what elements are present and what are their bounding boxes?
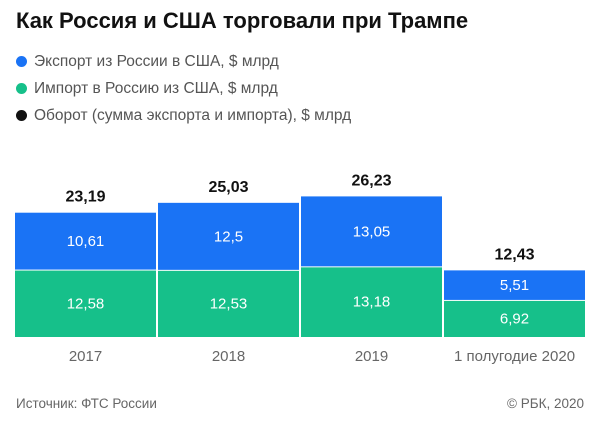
- bar-value-label-export: 12,5: [214, 228, 243, 245]
- turnover-total-label: 12,43: [494, 246, 534, 263]
- bar-value-label-import: 12,53: [210, 295, 248, 312]
- bar-import: [15, 269, 156, 337]
- bar-export: [158, 202, 299, 270]
- bar-export: [301, 196, 442, 267]
- legend-item-turnover: Оборот (сумма экспорта и импорта), $ млр…: [16, 102, 351, 129]
- legend-label-turnover: Оборот (сумма экспорта и импорта), $ млр…: [34, 106, 352, 124]
- bar-value-label-export: 10,61: [67, 233, 105, 250]
- legend-dot-export-icon: [16, 56, 27, 67]
- legend-label-import: Импорт в Россию из США, $ млрд: [34, 79, 278, 97]
- category-label: 2018: [212, 348, 245, 365]
- category-label: 2017: [69, 348, 102, 365]
- legend: Экспорт из России в США, $ млрд Импорт в…: [16, 48, 351, 129]
- bar-import: [158, 269, 299, 337]
- legend-dot-import-icon: [16, 83, 27, 94]
- turnover-total-label: 26,23: [351, 172, 391, 189]
- bar-value-label-export: 5,51: [500, 277, 529, 294]
- legend-dot-turnover-icon: [16, 110, 27, 121]
- chart-title: Как Россия и США торговали при Трампе: [16, 8, 469, 33]
- turnover-total-label: 25,03: [208, 179, 248, 196]
- category-label: 2019: [355, 348, 388, 365]
- copyright-credit: © РБК, 2020: [507, 396, 584, 411]
- legend-label-export: Экспорт из России в США, $ млрд: [34, 52, 279, 70]
- bar-export: [15, 212, 156, 270]
- bar-export: [444, 270, 585, 300]
- source-note: Источник: ФТС России: [16, 396, 157, 411]
- bar-value-label-export: 13,05: [353, 223, 391, 240]
- bar-value-label-import: 12,58: [67, 295, 105, 312]
- bar-import: [301, 266, 442, 337]
- legend-item-export: Экспорт из России в США, $ млрд: [16, 48, 351, 75]
- category-label: 1 полугодие 2020: [454, 348, 575, 365]
- bar-value-label-import: 13,18: [353, 294, 391, 311]
- legend-item-import: Импорт в Россию из США, $ млрд: [16, 75, 351, 102]
- turnover-total-label: 23,19: [65, 189, 105, 206]
- bar-import: [444, 299, 585, 337]
- bar-value-label-import: 6,92: [500, 310, 529, 327]
